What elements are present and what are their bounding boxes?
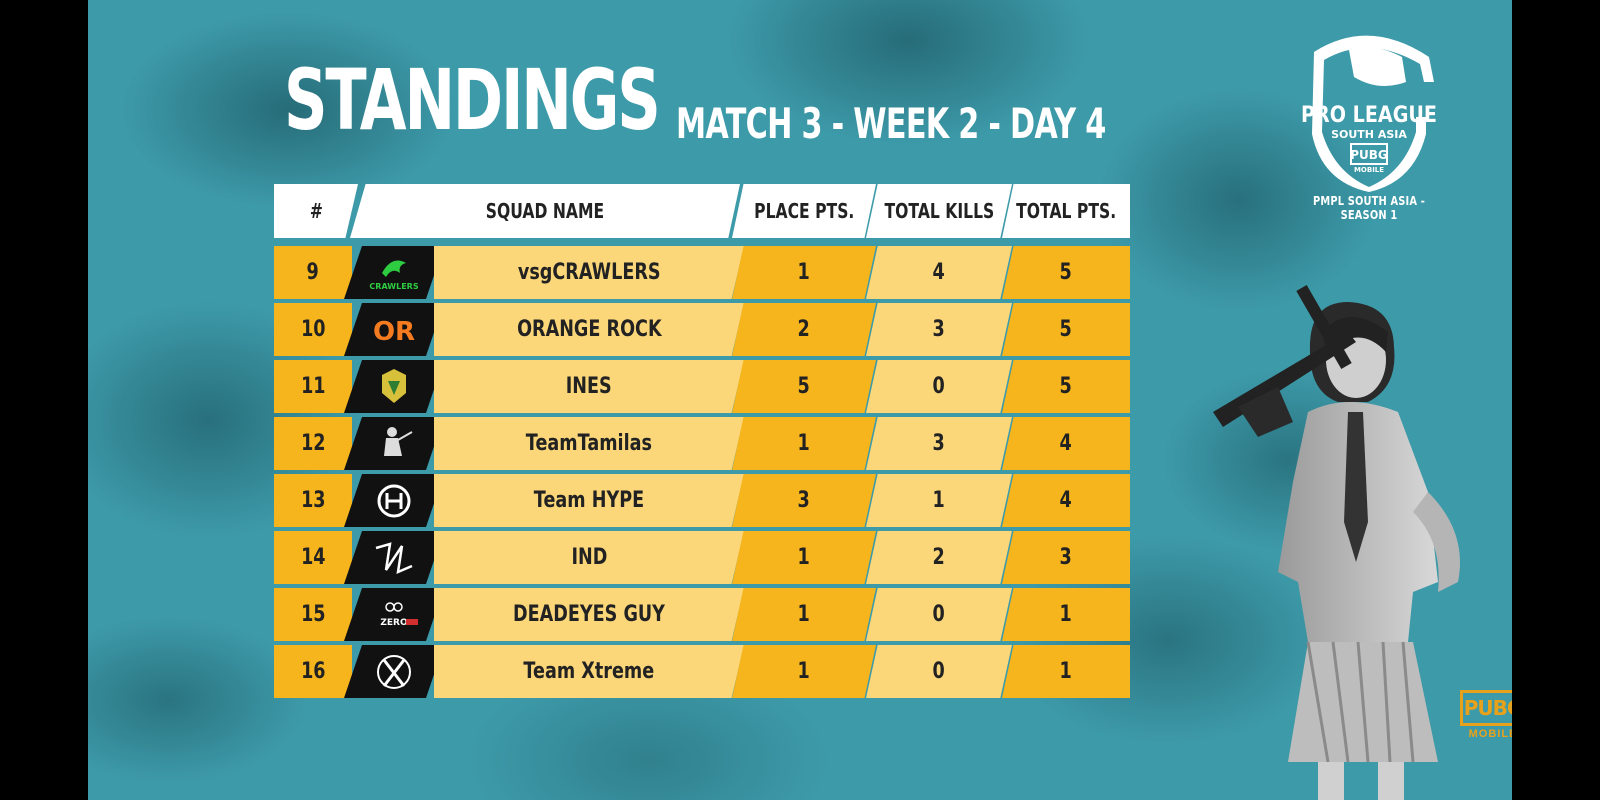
- orange-rock-logo: OR: [344, 303, 444, 356]
- svg-text:ZERO: ZERO: [380, 618, 408, 628]
- svg-text:CRAWLERS: CRAWLERS: [369, 282, 418, 291]
- table-row: 15 ZERO DEADEYES GUY 1 0 1: [274, 588, 1130, 641]
- total-pts-cell: 4: [1002, 474, 1130, 527]
- place-pts-cell: 1: [732, 645, 876, 698]
- logo-line3: PUBG: [1350, 148, 1388, 162]
- total-pts-cell: 1: [1002, 588, 1130, 641]
- pubg-watermark-sub: MOBILE: [1468, 728, 1512, 740]
- hype-icon: [377, 484, 411, 517]
- crawlers-logo: CRAWLERS: [344, 246, 444, 299]
- ines-icon: [382, 368, 406, 403]
- place-pts-cell: 3: [732, 474, 876, 527]
- rank-cell: 11: [274, 360, 352, 413]
- header-rank: #: [274, 184, 358, 238]
- season-label: PMPL SOUTH ASIA - SEASON 1: [1312, 194, 1426, 222]
- tamilas-logo: [344, 417, 444, 470]
- total-pts-cell: 5: [1002, 246, 1130, 299]
- table-row: 11 INES 5 0 5: [274, 360, 1130, 413]
- total-pts-cell: 4: [1002, 417, 1130, 470]
- total-kills-cell: 3: [866, 417, 1012, 470]
- deadeyes-logo: ZERO: [344, 588, 444, 641]
- rank-cell: 13: [274, 474, 352, 527]
- rank-cell: 9: [274, 246, 352, 299]
- character-illustration: [1213, 285, 1460, 800]
- squad-name-cell: Team Xtreme: [434, 645, 744, 698]
- total-kills-cell: 1: [866, 474, 1012, 527]
- table-row: 12 TeamTamilas 1 3 4: [274, 417, 1130, 470]
- place-pts-cell: 1: [732, 246, 876, 299]
- shield-icon: PRO LEAGUE SOUTH ASIA PUBG MOBILE: [1301, 35, 1437, 192]
- place-pts-cell: 1: [732, 531, 876, 584]
- squad-name-cell: TeamTamilas: [434, 417, 744, 470]
- total-pts-cell: 5: [1002, 360, 1130, 413]
- squad-name-cell: IND: [434, 531, 744, 584]
- place-pts-cell: 5: [732, 360, 876, 413]
- total-pts-cell: 5: [1002, 303, 1130, 356]
- page-title: STANDINGS: [284, 51, 661, 149]
- total-kills-cell: 0: [866, 588, 1012, 641]
- header-squad: SQUAD NAME: [350, 184, 740, 238]
- total-kills-cell: 4: [866, 246, 1012, 299]
- xtreme-icon: [377, 654, 411, 689]
- rank-cell: 16: [274, 645, 352, 698]
- pubg-watermark: PUBG MOBILE: [1460, 690, 1512, 750]
- squad-name-cell: Team HYPE: [434, 474, 744, 527]
- svg-text:OR: OR: [373, 317, 415, 347]
- squad-name-cell: vsgCRAWLERS: [434, 246, 744, 299]
- table-row: 10 OR ORANGE ROCK 2 3 5: [274, 303, 1130, 356]
- logo-line4: MOBILE: [1354, 166, 1384, 174]
- ines-logo: [344, 360, 444, 413]
- total-pts-cell: 3: [1002, 531, 1130, 584]
- logo-line1: PRO LEAGUE: [1301, 103, 1437, 128]
- table-row: 9 CRAWLERS vsgCRAWLERS 1 4 5: [274, 246, 1130, 299]
- pubg-watermark-text: PUBG: [1460, 690, 1512, 726]
- place-pts-cell: 1: [732, 417, 876, 470]
- squad-name-cell: DEADEYES GUY: [434, 588, 744, 641]
- page-subtitle: MATCH 3 - WEEK 2 - DAY 4: [676, 99, 1106, 148]
- deadeyes-icon: ZERO: [380, 601, 418, 628]
- xtreme-logo: [344, 645, 444, 698]
- rank-cell: 14: [274, 531, 352, 584]
- rank-cell: 15: [274, 588, 352, 641]
- place-pts-cell: 2: [732, 303, 876, 356]
- rank-cell: 12: [274, 417, 352, 470]
- hype-logo: [344, 474, 444, 527]
- ind-logo: [344, 531, 444, 584]
- rank-cell: 10: [274, 303, 352, 356]
- table-row: 16 Team Xtreme 1 0 1: [274, 645, 1130, 698]
- tamilas-icon: [384, 426, 413, 456]
- header-total: TOTAL PTS.: [1002, 184, 1130, 238]
- total-kills-cell: 0: [866, 360, 1012, 413]
- header-place: PLACE PTS.: [732, 184, 876, 238]
- ind-icon: [375, 541, 413, 574]
- place-pts-cell: 1: [732, 588, 876, 641]
- orange-rock-icon: OR: [373, 317, 415, 347]
- table-header: # SQUAD NAME PLACE PTS. TOTAL KILLS TOTA…: [274, 184, 1130, 238]
- league-logo: PRO LEAGUE SOUTH ASIA PUBG MOBILE PMPL S…: [1284, 22, 1454, 222]
- header-kills: TOTAL KILLS: [866, 184, 1012, 238]
- squad-name-cell: ORANGE ROCK: [434, 303, 744, 356]
- total-kills-cell: 0: [866, 645, 1012, 698]
- table-row: 13 Team HYPE 3 1 4: [274, 474, 1130, 527]
- squad-name-cell: INES: [434, 360, 744, 413]
- standings-graphic: STANDINGS MATCH 3 - WEEK 2 - DAY 4 PRO L…: [88, 0, 1512, 800]
- total-pts-cell: 1: [1002, 645, 1130, 698]
- total-kills-cell: 3: [866, 303, 1012, 356]
- table-row: 14 IND 1 2 3: [274, 531, 1130, 584]
- logo-line2: SOUTH ASIA: [1331, 128, 1407, 141]
- total-kills-cell: 2: [866, 531, 1012, 584]
- crawlers-icon: CRAWLERS: [369, 260, 419, 291]
